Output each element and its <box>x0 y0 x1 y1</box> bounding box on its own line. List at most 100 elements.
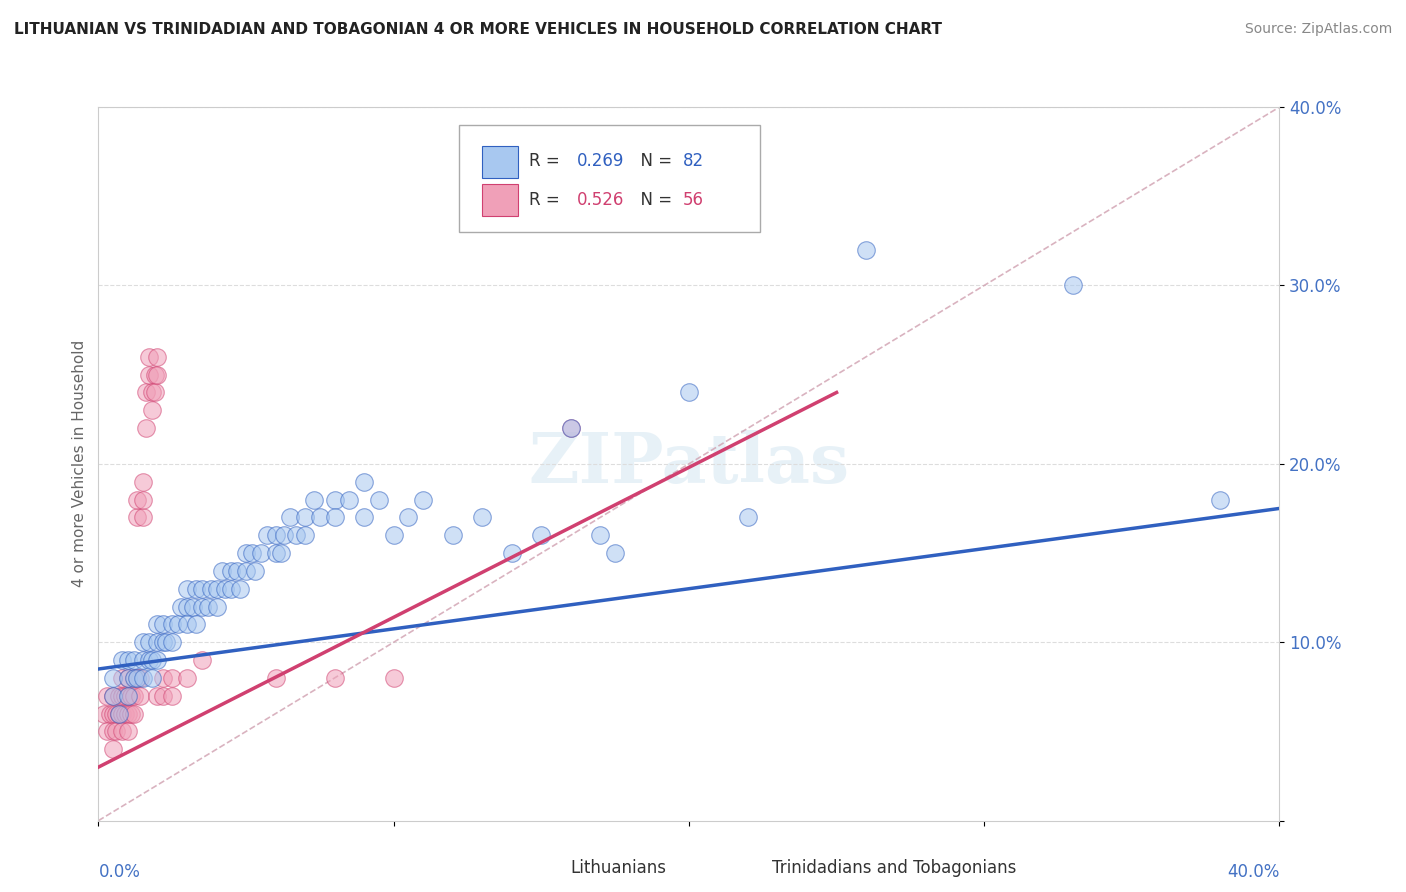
Point <box>125 492 148 507</box>
Text: N =: N = <box>630 152 678 169</box>
Point <box>114 706 136 721</box>
Point <box>146 350 169 364</box>
FancyBboxPatch shape <box>458 125 759 232</box>
Point <box>108 689 131 703</box>
Point <box>323 492 346 507</box>
Point <box>278 510 302 524</box>
Point <box>122 671 145 685</box>
Point <box>441 528 464 542</box>
Point <box>560 421 582 435</box>
Point <box>108 706 131 721</box>
Text: ZIPatlas: ZIPatlas <box>529 430 849 498</box>
Point <box>250 546 273 560</box>
Text: N =: N = <box>630 191 678 209</box>
Text: 0.0%: 0.0% <box>98 863 141 881</box>
Point <box>146 368 169 382</box>
Point <box>143 385 166 400</box>
Point <box>132 510 155 524</box>
Point <box>264 528 287 542</box>
Point <box>200 582 222 596</box>
Point <box>122 671 145 685</box>
Point <box>560 421 582 435</box>
Text: 0.526: 0.526 <box>576 191 624 209</box>
Point <box>256 528 278 542</box>
Point <box>138 635 160 649</box>
FancyBboxPatch shape <box>730 855 763 881</box>
Point <box>323 510 346 524</box>
Point <box>235 546 257 560</box>
Point <box>162 671 183 685</box>
Point <box>103 742 125 756</box>
Point <box>108 706 131 721</box>
Point <box>103 689 125 703</box>
Point <box>125 671 148 685</box>
Point <box>117 671 139 685</box>
Point <box>122 689 145 703</box>
Point <box>105 724 128 739</box>
Point <box>111 706 134 721</box>
Point <box>396 510 419 524</box>
Point <box>1209 492 1232 507</box>
Point <box>184 617 207 632</box>
Point <box>132 635 155 649</box>
Point <box>93 706 115 721</box>
Point <box>152 617 174 632</box>
Point <box>103 689 125 703</box>
Point <box>176 671 198 685</box>
Point <box>176 617 198 632</box>
Text: 40.0%: 40.0% <box>1227 863 1279 881</box>
Point <box>103 724 125 739</box>
Point <box>152 689 174 703</box>
Point <box>117 671 139 685</box>
Point <box>146 635 169 649</box>
Point <box>285 528 308 542</box>
Point <box>191 582 214 596</box>
Point <box>176 599 198 614</box>
Point <box>132 671 155 685</box>
Point <box>191 599 214 614</box>
Point <box>264 671 287 685</box>
Point <box>103 706 125 721</box>
Text: R =: R = <box>530 152 565 169</box>
Point <box>170 599 193 614</box>
Point <box>138 350 160 364</box>
Point <box>530 528 553 542</box>
Point <box>135 421 157 435</box>
Point <box>141 403 163 417</box>
Point <box>855 243 877 257</box>
Point <box>205 599 228 614</box>
Point <box>302 492 325 507</box>
Point <box>240 546 263 560</box>
Point <box>132 475 155 489</box>
Point <box>125 510 148 524</box>
Point <box>117 689 139 703</box>
Point <box>146 689 169 703</box>
Point <box>737 510 759 524</box>
Point <box>120 706 142 721</box>
Point <box>105 706 128 721</box>
Point <box>678 385 700 400</box>
Point <box>117 689 139 703</box>
Point <box>294 528 316 542</box>
Point <box>471 510 494 524</box>
Text: Trinidadians and Tobagonians: Trinidadians and Tobagonians <box>772 859 1017 877</box>
Point <box>98 706 121 721</box>
Text: Source: ZipAtlas.com: Source: ZipAtlas.com <box>1244 22 1392 37</box>
Point <box>146 617 169 632</box>
Point <box>353 475 375 489</box>
Point <box>1062 278 1084 293</box>
Point <box>117 653 139 667</box>
Point <box>226 564 249 578</box>
Point <box>138 653 160 667</box>
Point <box>229 582 252 596</box>
Text: 0.269: 0.269 <box>576 152 624 169</box>
Point <box>152 635 174 649</box>
Point <box>294 510 316 524</box>
Point <box>146 653 169 667</box>
Point <box>122 706 145 721</box>
Point <box>138 368 160 382</box>
Point <box>141 671 163 685</box>
Point <box>114 689 136 703</box>
Point <box>125 671 148 685</box>
Point <box>605 546 627 560</box>
